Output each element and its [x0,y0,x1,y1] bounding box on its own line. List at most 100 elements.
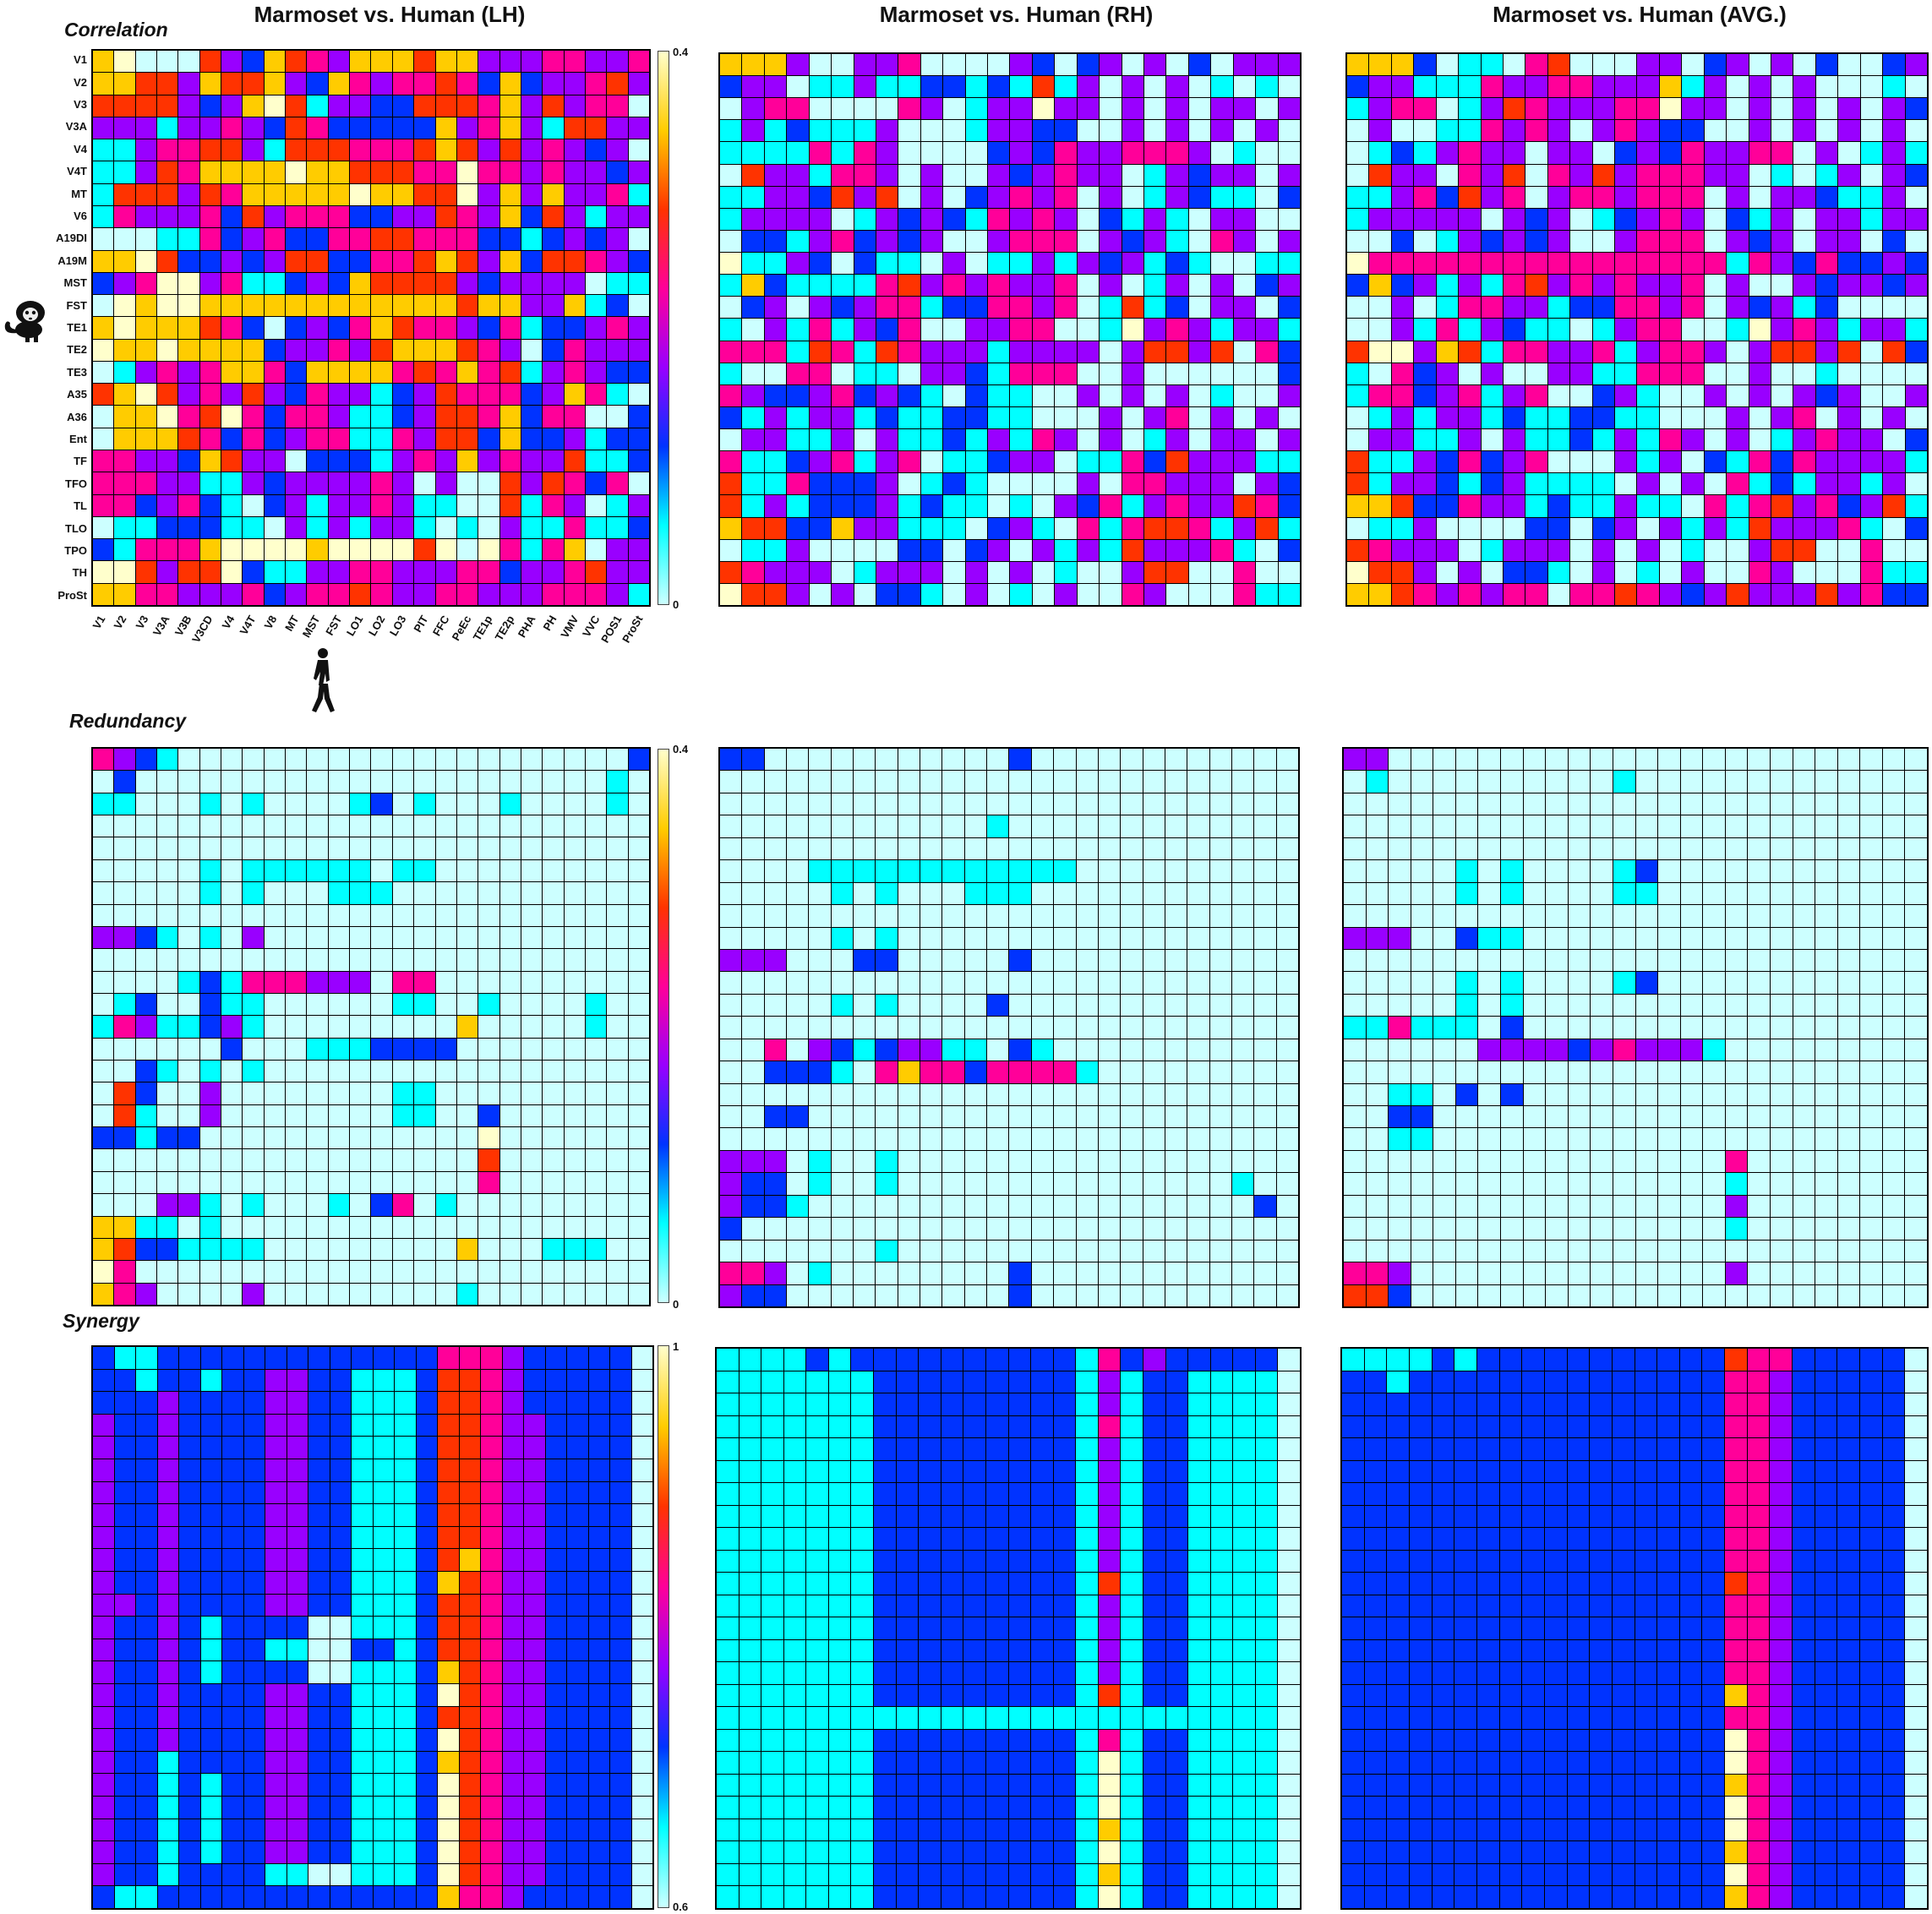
heatmap-cell [1009,949,1031,972]
heatmap-cell [1187,972,1209,994]
heatmap-cell [1436,517,1459,539]
heatmap-cell [874,1528,896,1550]
heatmap-cell [478,384,499,406]
heatmap-cell [264,317,286,339]
heatmap-cell [350,494,371,516]
heatmap-cell [1010,76,1032,98]
heatmap-cell [1344,1083,1366,1106]
heatmap-cell [395,1751,416,1774]
heatmap-cell [1455,994,1478,1017]
heatmap-cell [876,905,898,927]
heatmap-cell [876,949,898,972]
heatmap-cell [1010,384,1032,406]
heatmap-cell [1615,517,1637,539]
heatmap-cell [499,749,521,771]
heatmap-cell [1860,341,1883,363]
heatmap-cell [1254,860,1276,882]
heatmap-cell [157,1392,178,1414]
heatmap-cell [964,1150,987,1173]
heatmap-cell [93,971,114,993]
heatmap-cell [920,98,943,120]
heatmap-cell [179,1797,200,1819]
heatmap-cell [114,1369,135,1392]
heatmap-cell [1883,230,1905,253]
heatmap-cell [1478,927,1501,949]
heatmap-cell [1883,429,1905,451]
heatmap-cell [898,905,920,927]
heatmap-cell [1166,451,1188,473]
heatmap-cell [1143,1218,1165,1240]
heatmap-cell [1748,1173,1770,1195]
heatmap-cell [1860,837,1882,860]
heatmap-cell [1098,1371,1121,1393]
heatmap-cell [264,51,286,73]
heatmap-cell [717,1595,739,1617]
heatmap-cell [1209,882,1231,905]
heatmap-cell [876,1150,898,1173]
heatmap-cell [178,771,199,793]
heatmap-cell [243,406,264,428]
heatmap-cell [1344,949,1366,972]
heatmap-cell [1546,1284,1568,1306]
heatmap-cell [564,1038,585,1061]
heatmap-cell [854,517,876,539]
heatmap-cell [1143,1039,1165,1061]
heatmap-cell [1256,451,1278,473]
heatmap-cell [742,1061,764,1083]
heatmap-cell [1568,1061,1591,1083]
heatmap-cell [876,1039,898,1061]
heatmap-cell [1546,793,1568,815]
heatmap-cell [1278,76,1300,98]
heatmap-cell [1347,76,1369,98]
heatmap-cell [1725,905,1748,927]
heatmap-cell [392,139,414,161]
heatmap-cell [1054,1061,1076,1083]
heatmap-cell [1546,972,1568,994]
heatmap-cell [308,1684,330,1706]
heatmap-cell [179,1617,200,1639]
heatmap-cell [985,1371,1008,1393]
heatmap-cell [1122,297,1144,319]
heatmap-cell [809,253,832,275]
heatmap-cell [567,1369,588,1392]
heatmap-cell [286,450,307,472]
heatmap-cell [588,1863,609,1886]
heatmap-cell [199,1061,221,1082]
heatmap-cell [628,1149,649,1171]
heatmap-cell [1076,1528,1098,1550]
heatmap-cell [157,1369,178,1392]
heatmap-cell [395,1572,416,1594]
heatmap-cell [809,882,831,905]
heatmap-cell [350,859,371,882]
heatmap-cell [764,1017,787,1039]
heatmap-cell [1433,882,1455,905]
heatmap-cell [1615,363,1637,384]
heatmap-cell [1255,1483,1278,1505]
heatmap-cell [1837,1262,1860,1284]
heatmap-cell [478,117,499,139]
heatmap-cell [499,161,521,183]
heatmap-cell [1122,363,1144,384]
heatmap-cell [564,971,585,993]
heatmap-cell [545,1684,566,1706]
heatmap-cell [1704,429,1727,451]
heatmap-cell [1860,1240,1882,1262]
heatmap-cell [521,859,543,882]
heatmap-cell [265,1504,287,1526]
heatmap-cell [392,117,414,139]
heatmap-cell [1143,1195,1165,1218]
heatmap-cell [1749,208,1771,230]
heatmap-cell [200,1369,221,1392]
heatmap-cell [1501,793,1523,815]
heatmap-cell [1658,1195,1680,1218]
heatmap-cell [1233,319,1256,341]
heatmap-cell [610,1526,631,1549]
heatmap-cell [1615,341,1637,363]
heatmap-cell [987,837,1009,860]
heatmap-cell [854,406,876,429]
heatmap-cell [564,882,585,904]
heatmap-cell [499,1216,521,1238]
heatmap-cell [1568,749,1591,771]
heatmap-cell [221,205,243,228]
heatmap-cell [610,1774,631,1796]
